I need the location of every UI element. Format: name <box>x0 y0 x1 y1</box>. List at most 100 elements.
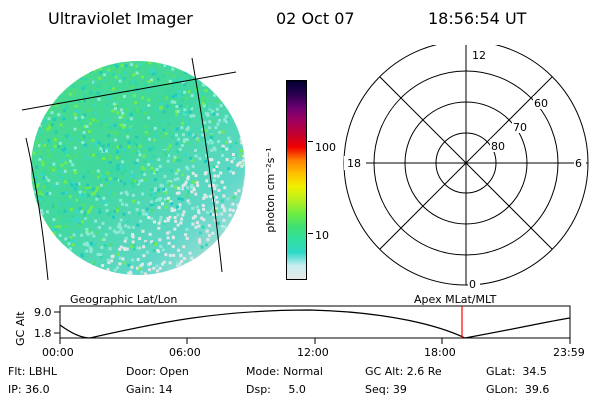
speckle-pixel <box>65 66 69 70</box>
speckle-pixel <box>108 226 112 230</box>
speckle-pixel <box>49 163 53 167</box>
speckle-pixel <box>230 220 234 224</box>
speckle-pixel <box>143 112 147 115</box>
speckle-pixel <box>183 186 187 190</box>
speckle-pixel <box>243 101 245 105</box>
speckle-pixel <box>241 204 245 208</box>
speckle-pixel <box>229 145 233 149</box>
speckle-pixel <box>150 217 154 221</box>
speckle-pixel <box>94 115 98 119</box>
speckle-pixel <box>58 225 62 228</box>
speckle-pixel <box>176 205 180 209</box>
speckle-pixel <box>198 238 201 242</box>
speckle-pixel <box>105 102 109 106</box>
speckle-pixel <box>107 68 111 72</box>
speckle-pixel <box>41 160 45 164</box>
speckle-pixel <box>164 132 168 135</box>
speckle-pixel <box>57 264 61 267</box>
speckle-pixel <box>95 197 99 201</box>
speckle-pixel <box>226 225 230 229</box>
speckle-pixel <box>210 141 214 145</box>
speckle-pixel <box>109 182 113 186</box>
speckle-pixel <box>166 159 170 163</box>
speckle-pixel <box>222 226 226 230</box>
speckle-pixel <box>177 186 181 190</box>
speckle-pixel <box>38 157 42 161</box>
speckle-pixel <box>147 163 151 166</box>
speckle-pixel <box>82 71 85 75</box>
speckle-pixel <box>117 230 121 234</box>
speckle-pixel <box>86 171 90 175</box>
speckle-pixel <box>62 267 66 271</box>
speckle-pixel <box>116 111 120 115</box>
speckle-pixel <box>55 88 59 92</box>
speckle-pixel <box>107 134 111 138</box>
speckle-pixel <box>170 135 174 139</box>
speckle-pixel <box>229 65 233 69</box>
speckle-pixel <box>78 138 82 142</box>
speckle-pixel <box>237 162 241 166</box>
speckle-pixel <box>82 131 86 134</box>
speckle-pixel <box>185 236 189 240</box>
speckle-pixel <box>50 111 54 115</box>
speckle-pixel <box>228 61 232 65</box>
speckle-pixel <box>48 250 52 254</box>
speckle-pixel <box>103 73 106 77</box>
speckle-pixel <box>217 265 221 269</box>
speckle-pixel <box>191 222 195 226</box>
speckle-pixel <box>134 81 138 85</box>
speckle-pixel <box>63 209 67 213</box>
speckle-pixel <box>195 181 199 185</box>
speckle-pixel <box>69 260 73 264</box>
speckle-pixel <box>45 74 48 78</box>
speckle-pixel <box>61 69 65 73</box>
speckle-pixel <box>238 93 242 97</box>
speckle-pixel <box>80 210 84 214</box>
speckle-pixel <box>233 61 237 65</box>
speckle-pixel <box>222 207 226 211</box>
speckle-pixel <box>213 93 216 97</box>
speckle-pixel <box>89 250 93 254</box>
speckle-pixel <box>213 174 217 178</box>
speckle-pixel <box>76 217 80 221</box>
speckle-pixel <box>90 69 94 73</box>
speckle-pixel <box>118 79 122 83</box>
speckle-pixel <box>150 166 154 170</box>
speckle-pixel <box>181 133 185 137</box>
speckle-pixel <box>165 199 169 203</box>
colorbar-tick-100: 100 <box>315 141 336 154</box>
speckle-pixel <box>177 248 181 252</box>
speckle-pixel <box>108 86 112 90</box>
speckle-pixel <box>54 236 58 240</box>
speckle-pixel <box>147 98 151 102</box>
speckle-pixel <box>134 143 138 147</box>
speckle-pixel <box>194 174 198 178</box>
ip-info: IP: 36.0 <box>8 383 50 396</box>
speckle-pixel <box>39 209 43 212</box>
speckle-pixel <box>63 147 67 151</box>
speckle-pixel <box>144 82 148 86</box>
speckle-pixel <box>144 272 147 275</box>
speckle-pixel <box>201 99 205 103</box>
speckle-pixel <box>133 109 137 113</box>
speckle-pixel <box>119 245 123 249</box>
speckle-pixel <box>168 270 172 274</box>
speckle-pixel <box>136 182 140 186</box>
speckle-pixel <box>127 145 131 149</box>
speckle-pixel <box>102 174 106 178</box>
speckle-pixel <box>94 143 98 147</box>
speckle-pixel <box>39 236 43 240</box>
speckle-pixel <box>153 190 157 193</box>
speckle-pixel <box>54 227 58 231</box>
speckle-pixel <box>154 72 158 76</box>
speckle-pixel <box>123 248 127 251</box>
speckle-pixel <box>83 124 87 128</box>
speckle-pixel <box>102 238 106 241</box>
speckle-pixel <box>93 81 97 85</box>
speckle-pixel <box>212 165 216 169</box>
speckle-pixel <box>125 203 129 207</box>
speckle-pixel <box>214 213 218 216</box>
speckle-pixel <box>37 258 41 262</box>
speckle-pixel <box>199 105 203 109</box>
speckle-pixel <box>121 202 125 206</box>
